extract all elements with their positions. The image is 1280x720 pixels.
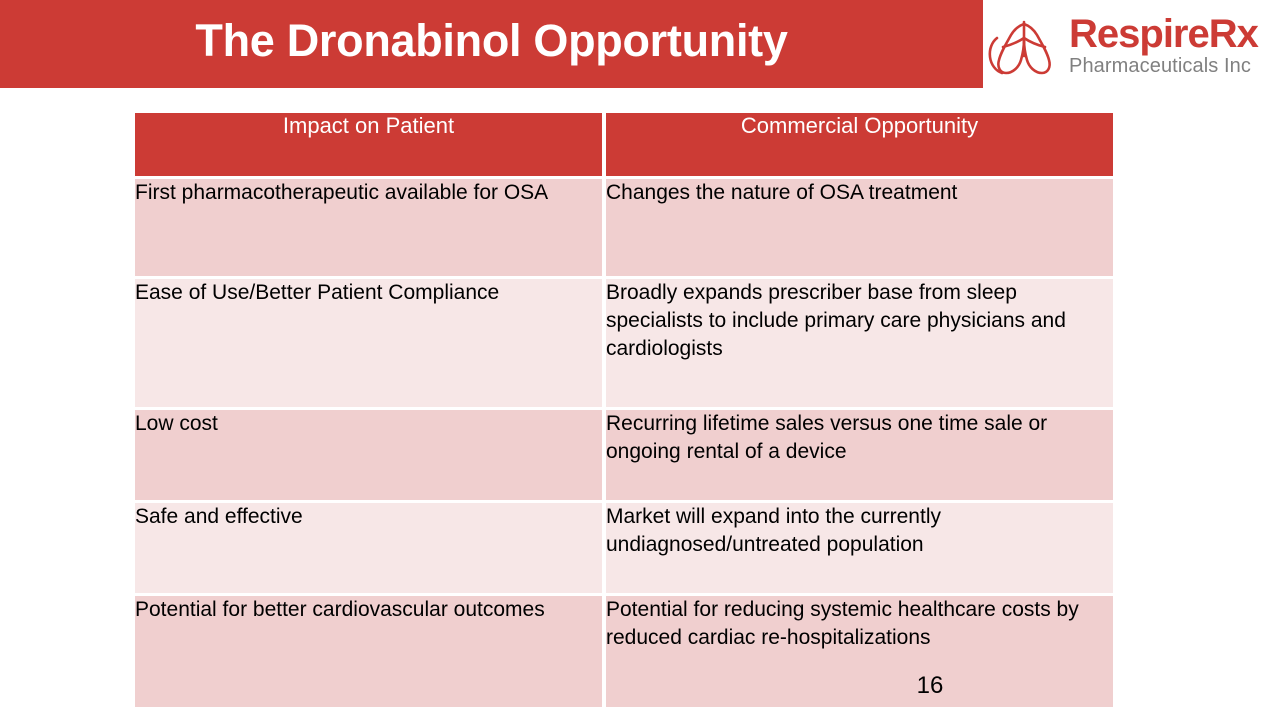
spacer-cell — [606, 593, 1113, 596]
cell-commercial: Recurring lifetime sales versus one time… — [606, 410, 1113, 500]
logo-text-block: RespireRx Pharmaceuticals Inc — [1069, 12, 1259, 77]
table-row: Safe and effective Market will expand in… — [135, 503, 1113, 593]
spacer-cell — [602, 593, 606, 596]
column-divider — [602, 113, 606, 176]
opportunity-table: Impact on Patient Commercial Opportunity… — [135, 113, 1113, 707]
spacer-cell — [606, 276, 1113, 279]
table-header: Impact on Patient Commercial Opportunity — [135, 113, 1113, 176]
spacer-cell — [135, 407, 602, 410]
company-logo: RespireRx Pharmaceuticals Inc — [985, 14, 1280, 90]
spacer-cell — [135, 500, 602, 503]
spacer-cell — [135, 593, 602, 596]
cell-impact: Ease of Use/Better Patient Compliance — [135, 279, 602, 407]
table-body: First pharmacotherapeutic available for … — [135, 176, 1113, 707]
row-spacer — [135, 407, 1113, 410]
cell-commercial: Potential for reducing systemic healthca… — [606, 596, 1113, 707]
column-header-commercial: Commercial Opportunity — [606, 113, 1113, 176]
slide-number: 16 — [916, 672, 944, 699]
spacer-cell — [135, 176, 602, 179]
cell-commercial: Changes the nature of OSA treatment — [606, 179, 1113, 276]
logo-tagline: Pharmaceuticals Inc — [1069, 55, 1251, 77]
column-divider — [602, 596, 606, 707]
column-divider — [602, 279, 606, 407]
cell-impact: Safe and effective — [135, 503, 602, 593]
table-header-row: Impact on Patient Commercial Opportunity — [135, 113, 1113, 176]
spacer-cell — [602, 407, 606, 410]
logo-wordmark: RespireRx — [1069, 12, 1259, 56]
column-divider — [602, 410, 606, 500]
table-row: Potential for better cardiovascular outc… — [135, 596, 1113, 707]
page-title: The Dronabinol Opportunity — [195, 14, 788, 66]
cell-impact: Potential for better cardiovascular outc… — [135, 596, 602, 707]
spacer-cell — [135, 276, 602, 279]
spacer-cell — [606, 500, 1113, 503]
row-spacer — [135, 500, 1113, 503]
column-divider — [602, 179, 606, 276]
spacer-cell — [602, 276, 606, 279]
table-row: Ease of Use/Better Patient Compliance Br… — [135, 279, 1113, 407]
cell-impact: First pharmacotherapeutic available for … — [135, 179, 602, 276]
row-spacer — [135, 593, 1113, 596]
cell-impact: Low cost — [135, 410, 602, 500]
table-row: First pharmacotherapeutic available for … — [135, 179, 1113, 276]
column-divider — [602, 503, 606, 593]
table-row: Low cost Recurring lifetime sales versus… — [135, 410, 1113, 500]
cell-commercial: Broadly expands prescriber base from sle… — [606, 279, 1113, 407]
title-banner: The Dronabinol Opportunity — [0, 0, 983, 88]
spacer-cell — [602, 500, 606, 503]
spacer-cell — [606, 407, 1113, 410]
lungs-icon — [988, 20, 1051, 75]
row-spacer — [135, 276, 1113, 279]
cell-commercial: Market will expand into the currently un… — [606, 503, 1113, 593]
column-header-impact: Impact on Patient — [135, 113, 602, 176]
spacer-cell — [602, 176, 606, 179]
spacer-cell — [606, 176, 1113, 179]
row-spacer — [135, 176, 1113, 179]
